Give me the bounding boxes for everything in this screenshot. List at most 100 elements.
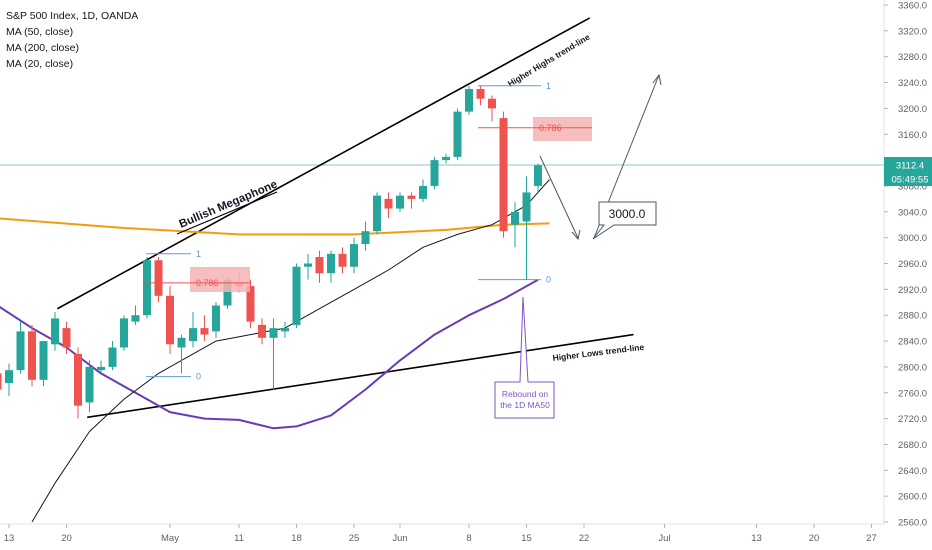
indicator-ma20[interactable]: MA (20, close)	[6, 58, 74, 70]
time-tick-label: Jun	[392, 533, 407, 544]
candle-body	[166, 295, 174, 345]
indicator-ma50[interactable]: MA (50, close)	[6, 26, 74, 38]
candle-body	[189, 328, 197, 342]
candle-body	[453, 111, 462, 157]
time-tick-label: 15	[521, 533, 532, 544]
candle-body	[154, 260, 163, 296]
price-axis-bg	[884, 0, 932, 550]
price-tick-label: 2600.0	[898, 492, 927, 503]
candle-body	[407, 195, 416, 199]
candle-body	[223, 279, 232, 306]
candle-body	[396, 195, 404, 209]
candle-body	[338, 253, 347, 267]
candle-body	[419, 185, 427, 199]
price-tick-label: 3320.0	[898, 26, 927, 37]
time-tick-label: 20	[809, 533, 820, 544]
target-callout	[592, 201, 657, 240]
candle-body	[0, 373, 2, 390]
candle-body	[143, 260, 151, 316]
candle-body	[292, 266, 301, 325]
candle-body	[511, 211, 519, 225]
price-tick-label: 2880.0	[898, 311, 927, 322]
price-tick-label: 3360.0	[898, 1, 927, 12]
candle-body	[120, 318, 128, 348]
megaphone-underline	[176, 191, 278, 235]
candle-body	[373, 195, 381, 232]
projection-down-line	[539, 155, 579, 239]
rebound-callout	[494, 296, 555, 419]
candle-body	[327, 253, 335, 274]
countdown-bg	[884, 172, 932, 187]
candle-body	[488, 98, 496, 109]
candle-body	[304, 263, 312, 267]
price-tick-label: 3080.0	[898, 181, 927, 192]
candles	[0, 85, 542, 419]
time-tick-label: 22	[579, 533, 590, 544]
time-tick-label: 18	[291, 533, 302, 544]
target-label: 3000.0	[609, 207, 646, 221]
fib-bottom-label: 0	[546, 275, 551, 285]
candle-body	[269, 328, 278, 338]
candle-body	[430, 160, 439, 186]
price-tick-label: 2960.0	[898, 259, 927, 270]
rebound-label-1: Rebound on	[502, 389, 549, 399]
candle-body	[177, 337, 186, 348]
countdown-label: 05:49:55	[892, 175, 929, 186]
fib-bottom-label: 0	[196, 372, 201, 382]
time-tick-label: 8	[466, 533, 471, 544]
candle-body	[534, 165, 542, 186]
price-tick-label: 3160.0	[898, 130, 927, 141]
time-tick-label: 13	[751, 533, 762, 544]
candle-body	[361, 231, 370, 245]
candle-body	[28, 331, 36, 380]
fib-mid-label: 0.786	[539, 123, 562, 133]
moving-averages	[0, 179, 550, 523]
price-tick-label: 2560.0	[898, 518, 927, 529]
time-axis[interactable]: 13 20 May 11 18 25 Jun 8 15 22 Jul 13 20 27	[0, 523, 884, 544]
price-tick-label: 3280.0	[898, 52, 927, 63]
candle-body	[85, 366, 94, 403]
rebound-label-2: the 1D MA50	[500, 400, 550, 410]
time-tick-label: May	[161, 533, 179, 544]
indicator-ma200[interactable]: MA (200, close)	[6, 42, 79, 54]
price-tick-label: 2640.0	[898, 466, 927, 477]
price-tick-label: 3000.0	[898, 233, 927, 244]
candle-body	[74, 353, 82, 406]
trend-lines	[56, 17, 634, 419]
candle-body	[51, 318, 59, 345]
candle-body	[5, 370, 13, 384]
candle-body	[350, 244, 358, 267]
candle-body	[442, 156, 450, 161]
price-axis[interactable]: 3360.03320.03280.03240.03200.03160.03120…	[883, 0, 932, 550]
candle-body	[62, 328, 71, 348]
price-tick-label: 3040.0	[898, 207, 927, 218]
candle-body	[499, 118, 508, 232]
candle-body	[97, 366, 105, 371]
candle-body	[246, 286, 255, 322]
last-price-label: 3112.4	[896, 161, 924, 172]
candle-body	[281, 328, 289, 332]
time-tick-label: 20	[61, 533, 72, 544]
time-tick-label: 13	[4, 533, 15, 544]
candle-body	[200, 328, 209, 335]
price-tick-label: 2920.0	[898, 285, 927, 296]
candle-body	[465, 89, 473, 112]
megaphone-label: Bullish Megaphone	[177, 179, 279, 231]
fib-mid-label: 0.786	[196, 278, 219, 288]
candle-body	[522, 192, 531, 222]
time-tick-label: 11	[234, 533, 244, 544]
price-tick-label: 3240.0	[898, 78, 927, 89]
candle-body	[258, 324, 266, 338]
price-tick-label: 2840.0	[898, 337, 927, 348]
candle-body	[16, 331, 25, 371]
fib-zone	[190, 267, 250, 292]
price-tick-label: 2800.0	[898, 362, 927, 373]
candle-body	[315, 257, 324, 274]
chart-title[interactable]: S&P 500 Index, 1D, OANDA	[6, 10, 139, 22]
candle-body	[212, 305, 220, 332]
price-tick-label: 2680.0	[898, 440, 927, 451]
candle-body	[39, 341, 48, 380]
candle-body	[384, 198, 393, 209]
